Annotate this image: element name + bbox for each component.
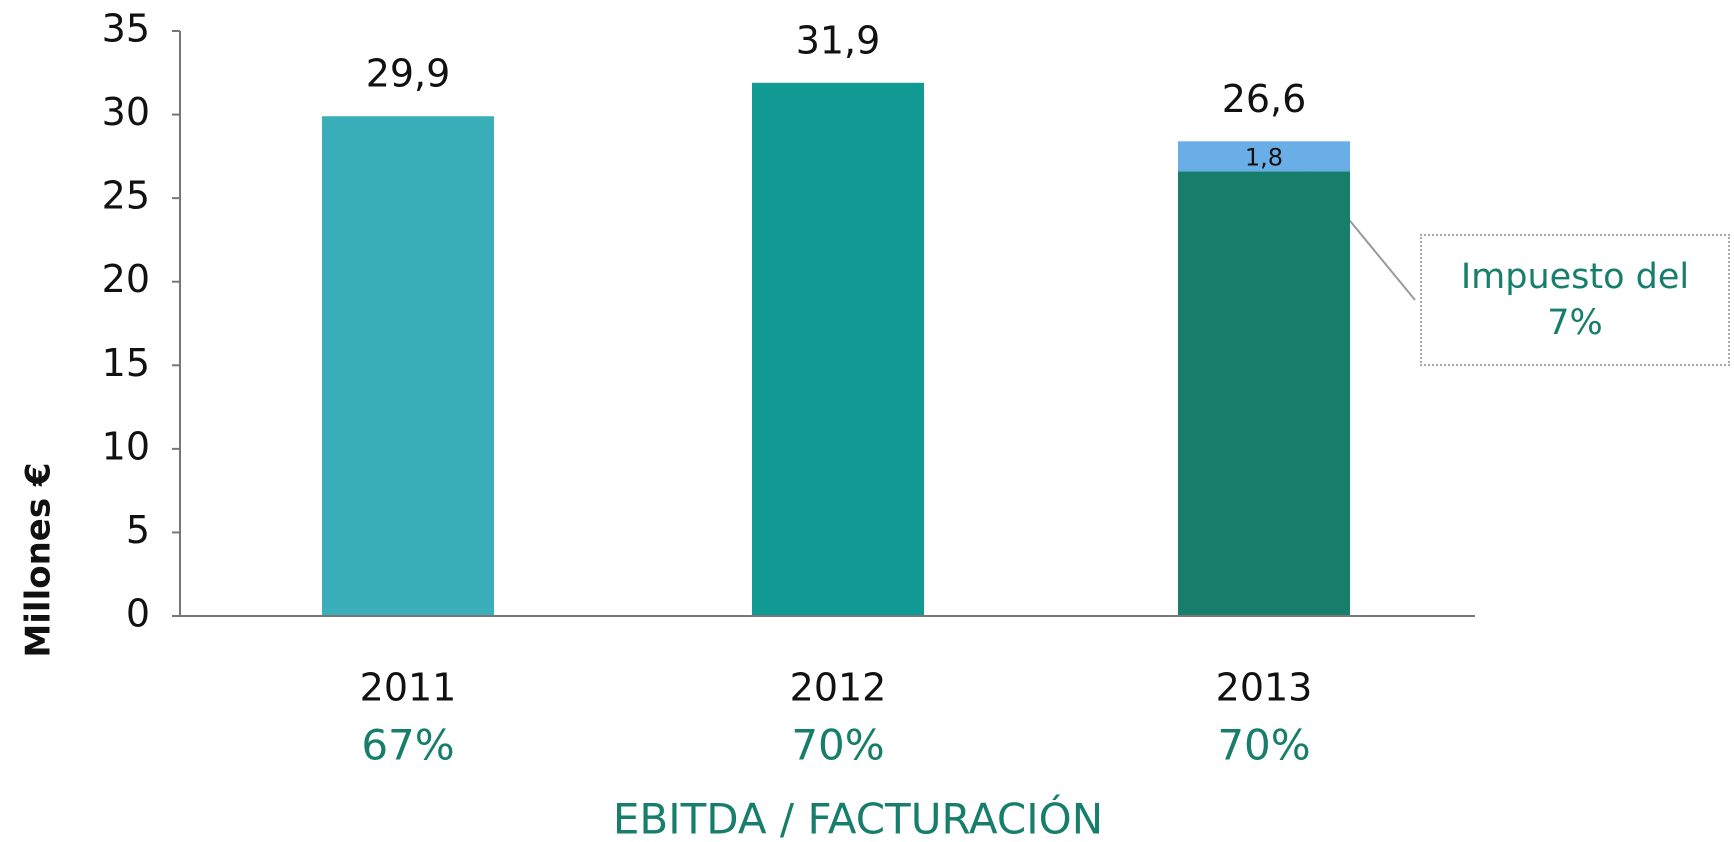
x-tick-label: 2012 (790, 666, 887, 710)
y-axis-label: Millones € (19, 462, 59, 657)
x-tick-sublabel: 70% (1217, 721, 1310, 770)
x-axis-label: EBITDA / FACTURACIÓN (613, 794, 1103, 842)
y-tick-label: 20 (102, 257, 150, 301)
bar-segment (322, 116, 494, 616)
annotation: Impuesto del 7% (1420, 234, 1730, 366)
y-tick-label: 15 (102, 341, 150, 385)
y-tick-label: 35 (102, 7, 150, 51)
bar-value-label: 29,9 (366, 52, 451, 96)
bar-segment (1178, 141, 1350, 172)
y-tick-label: 30 (102, 90, 150, 134)
y-tick-label: 5 (126, 508, 150, 552)
y-tick-label: 10 (102, 424, 150, 468)
x-tick-label: 2011 (360, 666, 457, 710)
y-tick-label: 0 (126, 592, 150, 636)
x-tick-label: 2013 (1216, 666, 1313, 710)
bar-value-label: 26,6 (1222, 77, 1307, 121)
x-tick-sublabel: 67% (361, 721, 454, 770)
bar-segment (1178, 171, 1350, 616)
segment-label: 1,8 (1245, 143, 1283, 171)
y-tick-label: 25 (102, 174, 150, 218)
x-tick-sublabel: 70% (791, 721, 884, 770)
bar-value-label: 31,9 (796, 18, 881, 62)
bar-segment (752, 82, 924, 617)
